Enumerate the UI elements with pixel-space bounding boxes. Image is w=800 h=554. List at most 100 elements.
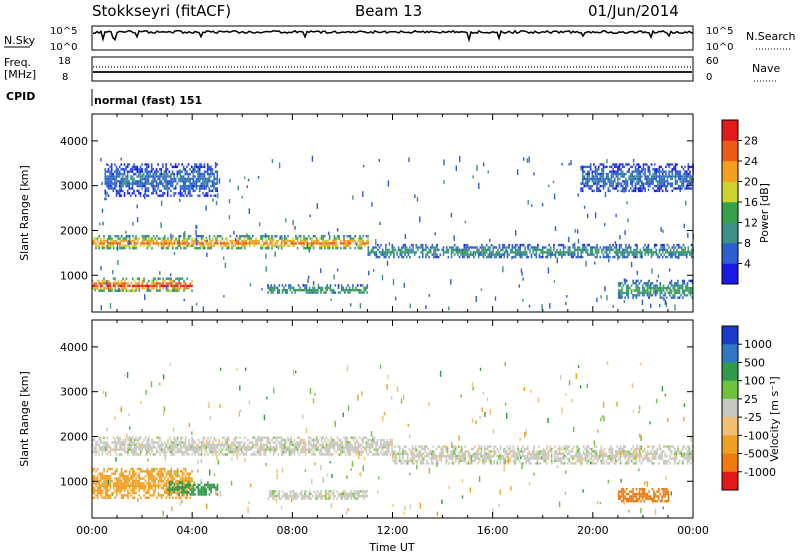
echo-cell (637, 291, 639, 295)
echo-cell (344, 446, 347, 449)
echo-cell (312, 289, 314, 292)
echo-cell (514, 450, 516, 453)
echo-cell (303, 235, 305, 238)
echo-cell (637, 175, 640, 178)
echo-cell (525, 455, 527, 458)
echo-cell (638, 294, 641, 297)
echo-cell (669, 268, 671, 272)
echo-cell (162, 443, 164, 447)
echo-cell (629, 165, 632, 169)
echo-cell (633, 187, 635, 190)
echo-cell (274, 251, 276, 255)
echo-cell (583, 165, 586, 169)
echo-cell (141, 441, 144, 444)
echo-cell (634, 248, 637, 252)
echo-cell (168, 446, 171, 449)
echo-cell (601, 170, 603, 173)
echo-cell (669, 294, 671, 297)
echo-cell (461, 450, 463, 453)
echo-cell (413, 253, 416, 256)
echo-cell (610, 182, 613, 185)
nave-label: Nave (752, 62, 780, 75)
echo-cell (138, 184, 140, 188)
echo-cell (319, 453, 321, 456)
echo-cell (112, 242, 115, 245)
echo-cell (332, 441, 334, 444)
echo-cell (530, 246, 533, 249)
echo-cell (130, 443, 132, 447)
echo-cell (453, 462, 455, 465)
echo-cell (324, 239, 326, 243)
echo-cell (124, 443, 126, 447)
echo-cell (468, 246, 470, 249)
echo-cell (264, 242, 267, 245)
echo-cell (118, 184, 121, 188)
echo-cell (236, 436, 238, 439)
echo-cell (607, 187, 610, 190)
echo-cell (619, 289, 622, 292)
echo-cell (631, 172, 634, 176)
echo-cell (149, 284, 152, 288)
echo-cell (440, 457, 443, 460)
echo-cell (212, 239, 214, 243)
echo-cell (663, 253, 666, 256)
echo-cell (105, 198, 107, 201)
echo-cell (427, 462, 430, 465)
echo-cell (426, 452, 428, 455)
echo-cell (665, 301, 668, 308)
echo-cell (555, 452, 558, 455)
echo-cell (104, 441, 107, 444)
echo-cell (245, 239, 248, 243)
colorbar-tick-label: 20 (744, 176, 758, 189)
echo-cell (403, 452, 406, 455)
echo-cell (101, 279, 104, 283)
echo-cell (451, 455, 454, 458)
echo-cell (658, 165, 661, 169)
echo-cell (187, 172, 190, 176)
echo-cell (180, 443, 182, 447)
echo-cell (271, 247, 273, 250)
echo-cell (691, 289, 694, 292)
echo-cell (152, 235, 155, 238)
echo-cell (601, 175, 603, 178)
echo-cell (208, 446, 211, 449)
echo-cell (202, 237, 204, 240)
echo-cell (180, 247, 182, 250)
echo-cell (138, 453, 140, 456)
echo-cell (471, 246, 474, 249)
echo-cell (263, 244, 265, 247)
echo-cell (126, 180, 129, 183)
echo-cell (367, 446, 369, 449)
echo-cell (649, 289, 652, 292)
echo-cell (434, 251, 437, 254)
echo-cell (628, 253, 630, 256)
echo-cell (296, 441, 299, 444)
echo-cell (171, 170, 174, 173)
echo-cell (671, 253, 674, 256)
echo-cell (158, 182, 161, 185)
echo-cell (686, 282, 689, 285)
echo-cell (327, 453, 329, 456)
echo-cell (678, 289, 681, 292)
echo-cell (122, 239, 124, 243)
echo-cell (620, 175, 622, 178)
echo-cell (646, 294, 649, 297)
echo-cell (160, 170, 163, 173)
echo-cell (119, 247, 121, 250)
echo-cell (314, 235, 316, 238)
echo-cell (483, 445, 486, 448)
echo-cell (392, 459, 395, 463)
echo-cell (135, 438, 137, 442)
echo-cell (130, 170, 132, 173)
echo-cell (327, 448, 329, 451)
echo-cell (155, 182, 158, 185)
echo-cell (469, 462, 471, 465)
echo-cell (189, 180, 191, 183)
echo-cell (343, 450, 345, 454)
echo-cell (634, 184, 637, 188)
echo-cell (117, 189, 119, 193)
echo-cell (659, 284, 662, 287)
echo-cell (365, 436, 368, 439)
echo-cell (647, 170, 650, 173)
